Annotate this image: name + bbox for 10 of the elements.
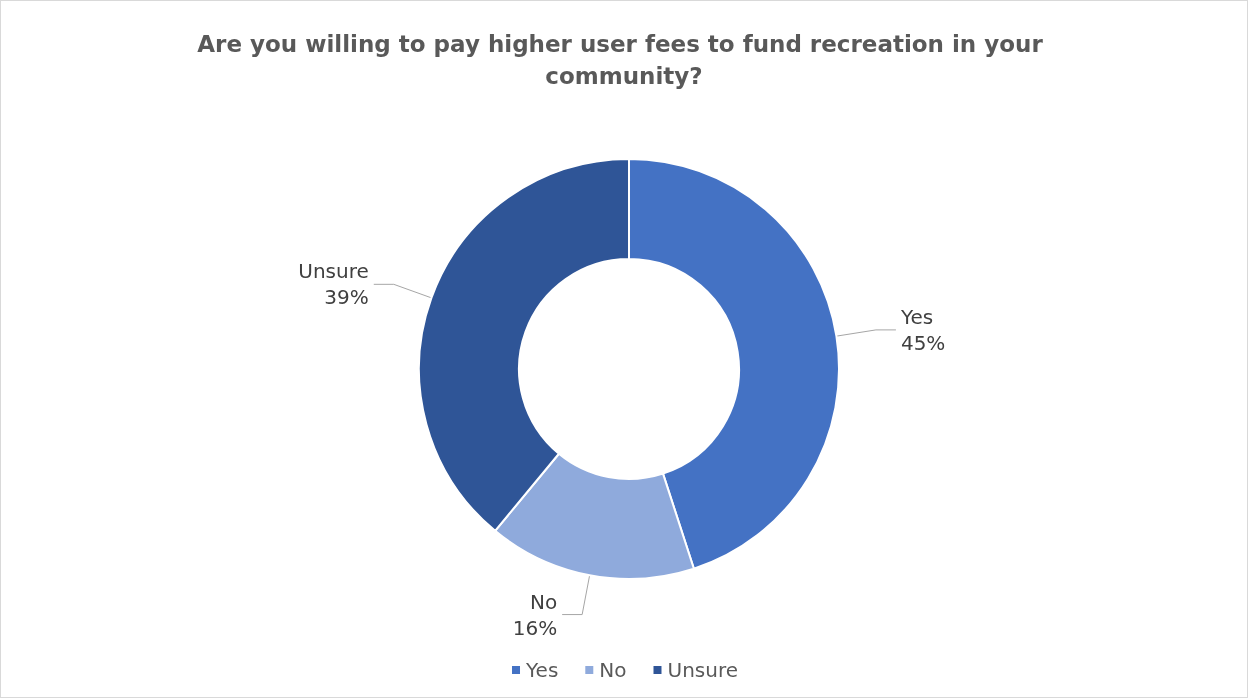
- data-label: 39%: [324, 285, 369, 310]
- slice-label: Unsure: [298, 259, 369, 284]
- slice-label: No: [529, 589, 558, 614]
- data-label: 45%: [900, 330, 946, 355]
- legend-label: Yes: [525, 658, 559, 682]
- legend-label: Unsure: [667, 658, 738, 682]
- data-label: 16%: [512, 615, 558, 640]
- legend-label: No: [599, 658, 627, 682]
- slice-label: Yes: [899, 304, 934, 329]
- chart-title: Are you willing to pay higher user fees to fund recreation in your community?: [197, 31, 1051, 89]
